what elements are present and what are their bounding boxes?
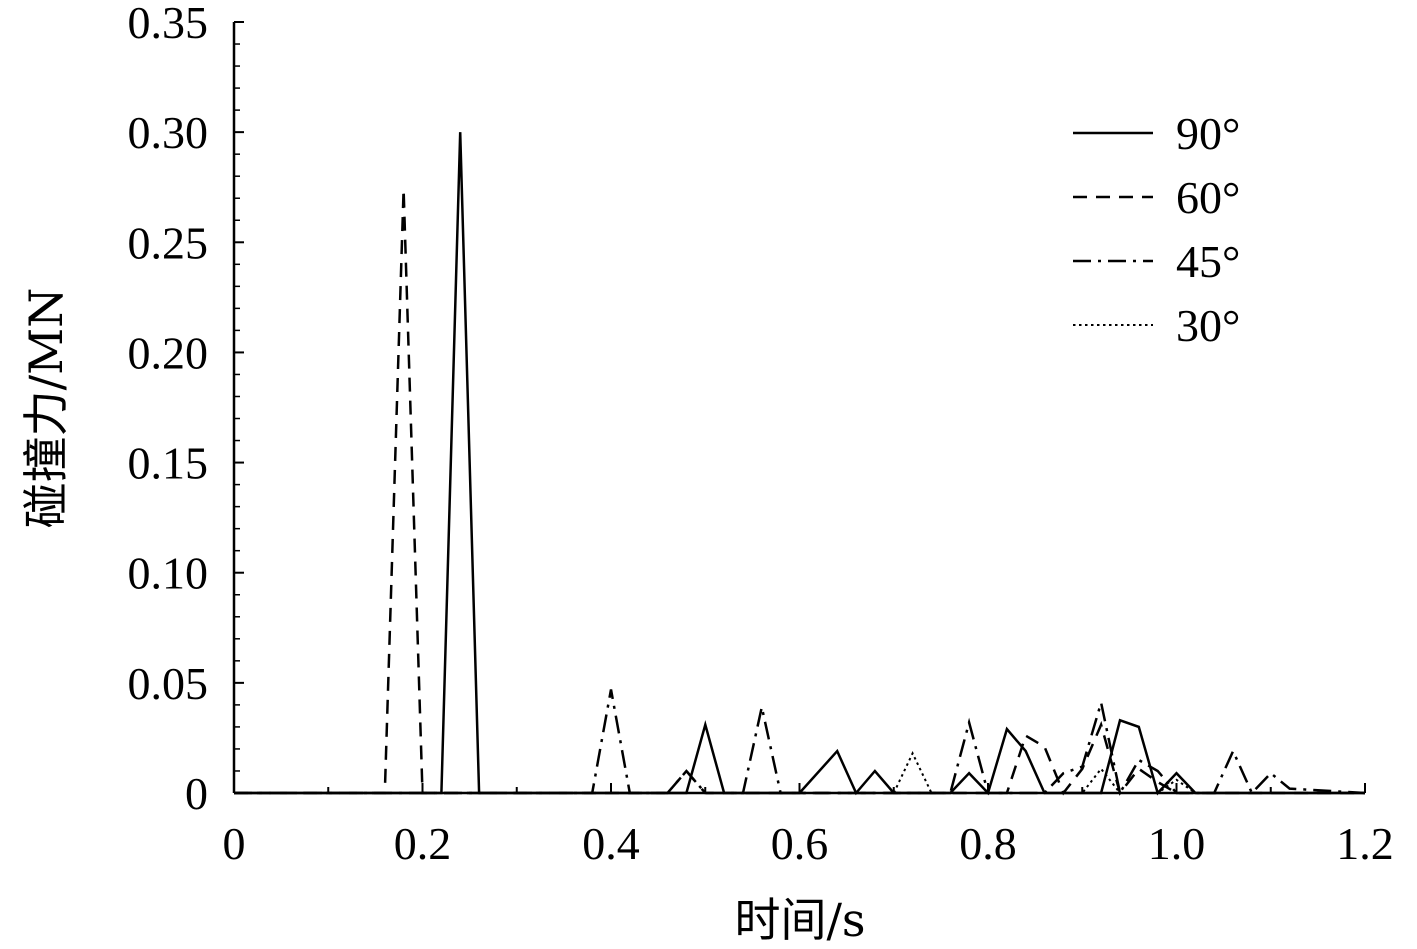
legend-label: 60°: [1176, 172, 1240, 223]
x-tick-label: 0.8: [959, 818, 1017, 869]
axes: [232, 22, 1365, 795]
series-line: [234, 132, 1365, 796]
y-axis-title: 碰撞力/MN: [19, 288, 73, 529]
x-tick-label: 0.6: [771, 818, 829, 869]
y-tick-label: 0.30: [128, 107, 209, 158]
y-tick-label: 0.10: [128, 548, 209, 599]
x-tick-label: 0: [223, 818, 246, 869]
x-axis-ticks: 0 0.2 0.4 0.6 0.8 1.0 1.2: [223, 783, 1394, 869]
y-tick-label: 0.20: [128, 327, 209, 378]
x-tick-label: 0.2: [394, 818, 452, 869]
series-line: [234, 689, 1366, 797]
y-tick-label: 0.25: [128, 217, 209, 268]
legend-label: 30°: [1176, 300, 1240, 351]
x-tick-label: 1.2: [1336, 818, 1394, 869]
x-tick-label: 0.4: [582, 818, 640, 869]
y-axis-ticks: 0 0.05 0.10 0.15 0.20 0.25 0.30 0.35: [128, 0, 244, 819]
y-tick-label: 0.15: [128, 438, 209, 489]
legend-label: 45°: [1176, 236, 1240, 287]
series-line: [234, 189, 1365, 796]
legend-label: 90°: [1176, 108, 1240, 159]
series-line: [234, 750, 1365, 794]
y-tick-label: 0.35: [128, 0, 209, 48]
x-axis-title: 时间/s: [734, 893, 865, 947]
legend: 90° 60° 45° 30°: [1073, 108, 1240, 351]
x-tick-label: 1.0: [1148, 818, 1206, 869]
series-lines: [234, 132, 1366, 797]
y-tick-label: 0.05: [128, 658, 209, 709]
y-tick-label: 0: [185, 768, 208, 819]
